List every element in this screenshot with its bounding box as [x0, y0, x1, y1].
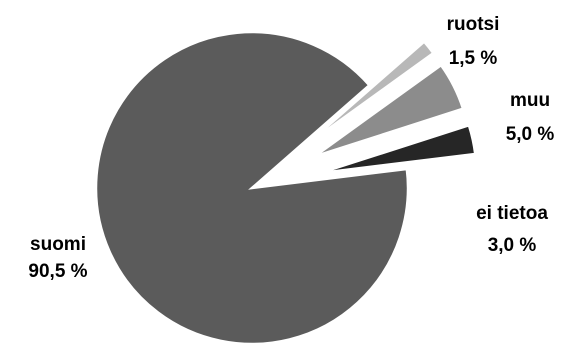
slice-label-suomi: suomi [30, 234, 86, 255]
slice-value-ruotsi: 1,5 % [449, 48, 498, 69]
slice-label-ruotsi: ruotsi [447, 14, 500, 35]
pie-slices [94, 30, 477, 345]
pie-slice-muu [313, 63, 465, 158]
pie-slice-ei-tietoa [319, 123, 477, 175]
slice-label-ei-tietoa: ei tietoa [476, 203, 548, 224]
slice-value-muu: 5,0 % [506, 124, 555, 145]
slice-value-ei-tietoa: 3,0 % [488, 235, 537, 256]
slice-label-muu: muu [510, 90, 550, 111]
pie-slice-ruotsi [305, 39, 436, 146]
pie-slice-suomi [94, 30, 410, 345]
slice-value-suomi: 90,5 % [28, 261, 87, 282]
